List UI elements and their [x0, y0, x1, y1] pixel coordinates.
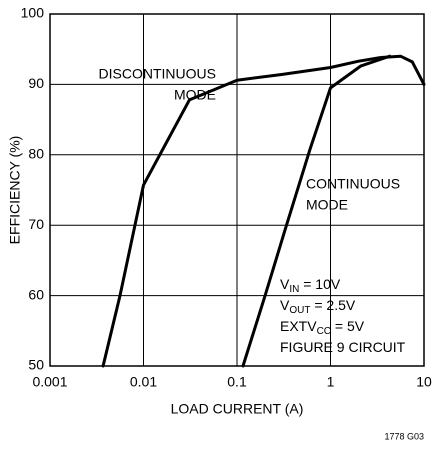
- condition-text: VIN = 10V: [280, 276, 341, 295]
- mode-annotation: MODE: [306, 197, 348, 213]
- y-tick-label: 70: [28, 216, 44, 232]
- condition-part: = 2.5V: [310, 297, 355, 313]
- condition-part: FIGURE 9 CIRCUIT: [280, 339, 406, 355]
- subscript: IN: [289, 284, 299, 295]
- y-tick-label: 60: [28, 286, 44, 302]
- subscript: OUT: [289, 305, 310, 316]
- x-tick-label: 0.01: [130, 374, 157, 390]
- y-tick-label: 50: [28, 357, 44, 373]
- condition-text: VOUT = 2.5V: [280, 297, 356, 316]
- condition-part: V: [280, 276, 290, 292]
- footnote: 1778 G03: [384, 431, 424, 441]
- condition-part: = 10V: [299, 276, 341, 292]
- plot-frame: [49, 13, 425, 367]
- subscript: CC: [317, 326, 331, 337]
- condition-part: = 5V: [331, 318, 365, 334]
- efficiency-curve: [101, 54, 426, 368]
- mode-annotation: DISCONTINUOUS: [99, 66, 216, 82]
- y-tick-label: 90: [28, 75, 44, 91]
- y-tick-label: 80: [28, 146, 44, 162]
- condition-text: FIGURE 9 CIRCUIT: [280, 339, 406, 355]
- mode-annotation: MODE: [174, 87, 216, 103]
- x-tick-label: 0.001: [32, 374, 67, 390]
- x-axis-label: LOAD CURRENT (A): [171, 401, 304, 417]
- efficiency-curve: [241, 54, 392, 368]
- x-tick-label: 10: [416, 374, 432, 390]
- y-axis-label: EFFICIENCY (%): [7, 136, 23, 245]
- x-tick-label: 0.1: [227, 374, 247, 390]
- condition-text: EXTVCC = 5V: [280, 318, 365, 337]
- condition-part: EXTV: [280, 318, 317, 334]
- condition-part: V: [280, 297, 290, 313]
- y-tick-label: 100: [21, 5, 45, 21]
- x-tick-label: 1: [327, 374, 335, 390]
- mode-annotation: CONTINUOUS: [306, 176, 400, 192]
